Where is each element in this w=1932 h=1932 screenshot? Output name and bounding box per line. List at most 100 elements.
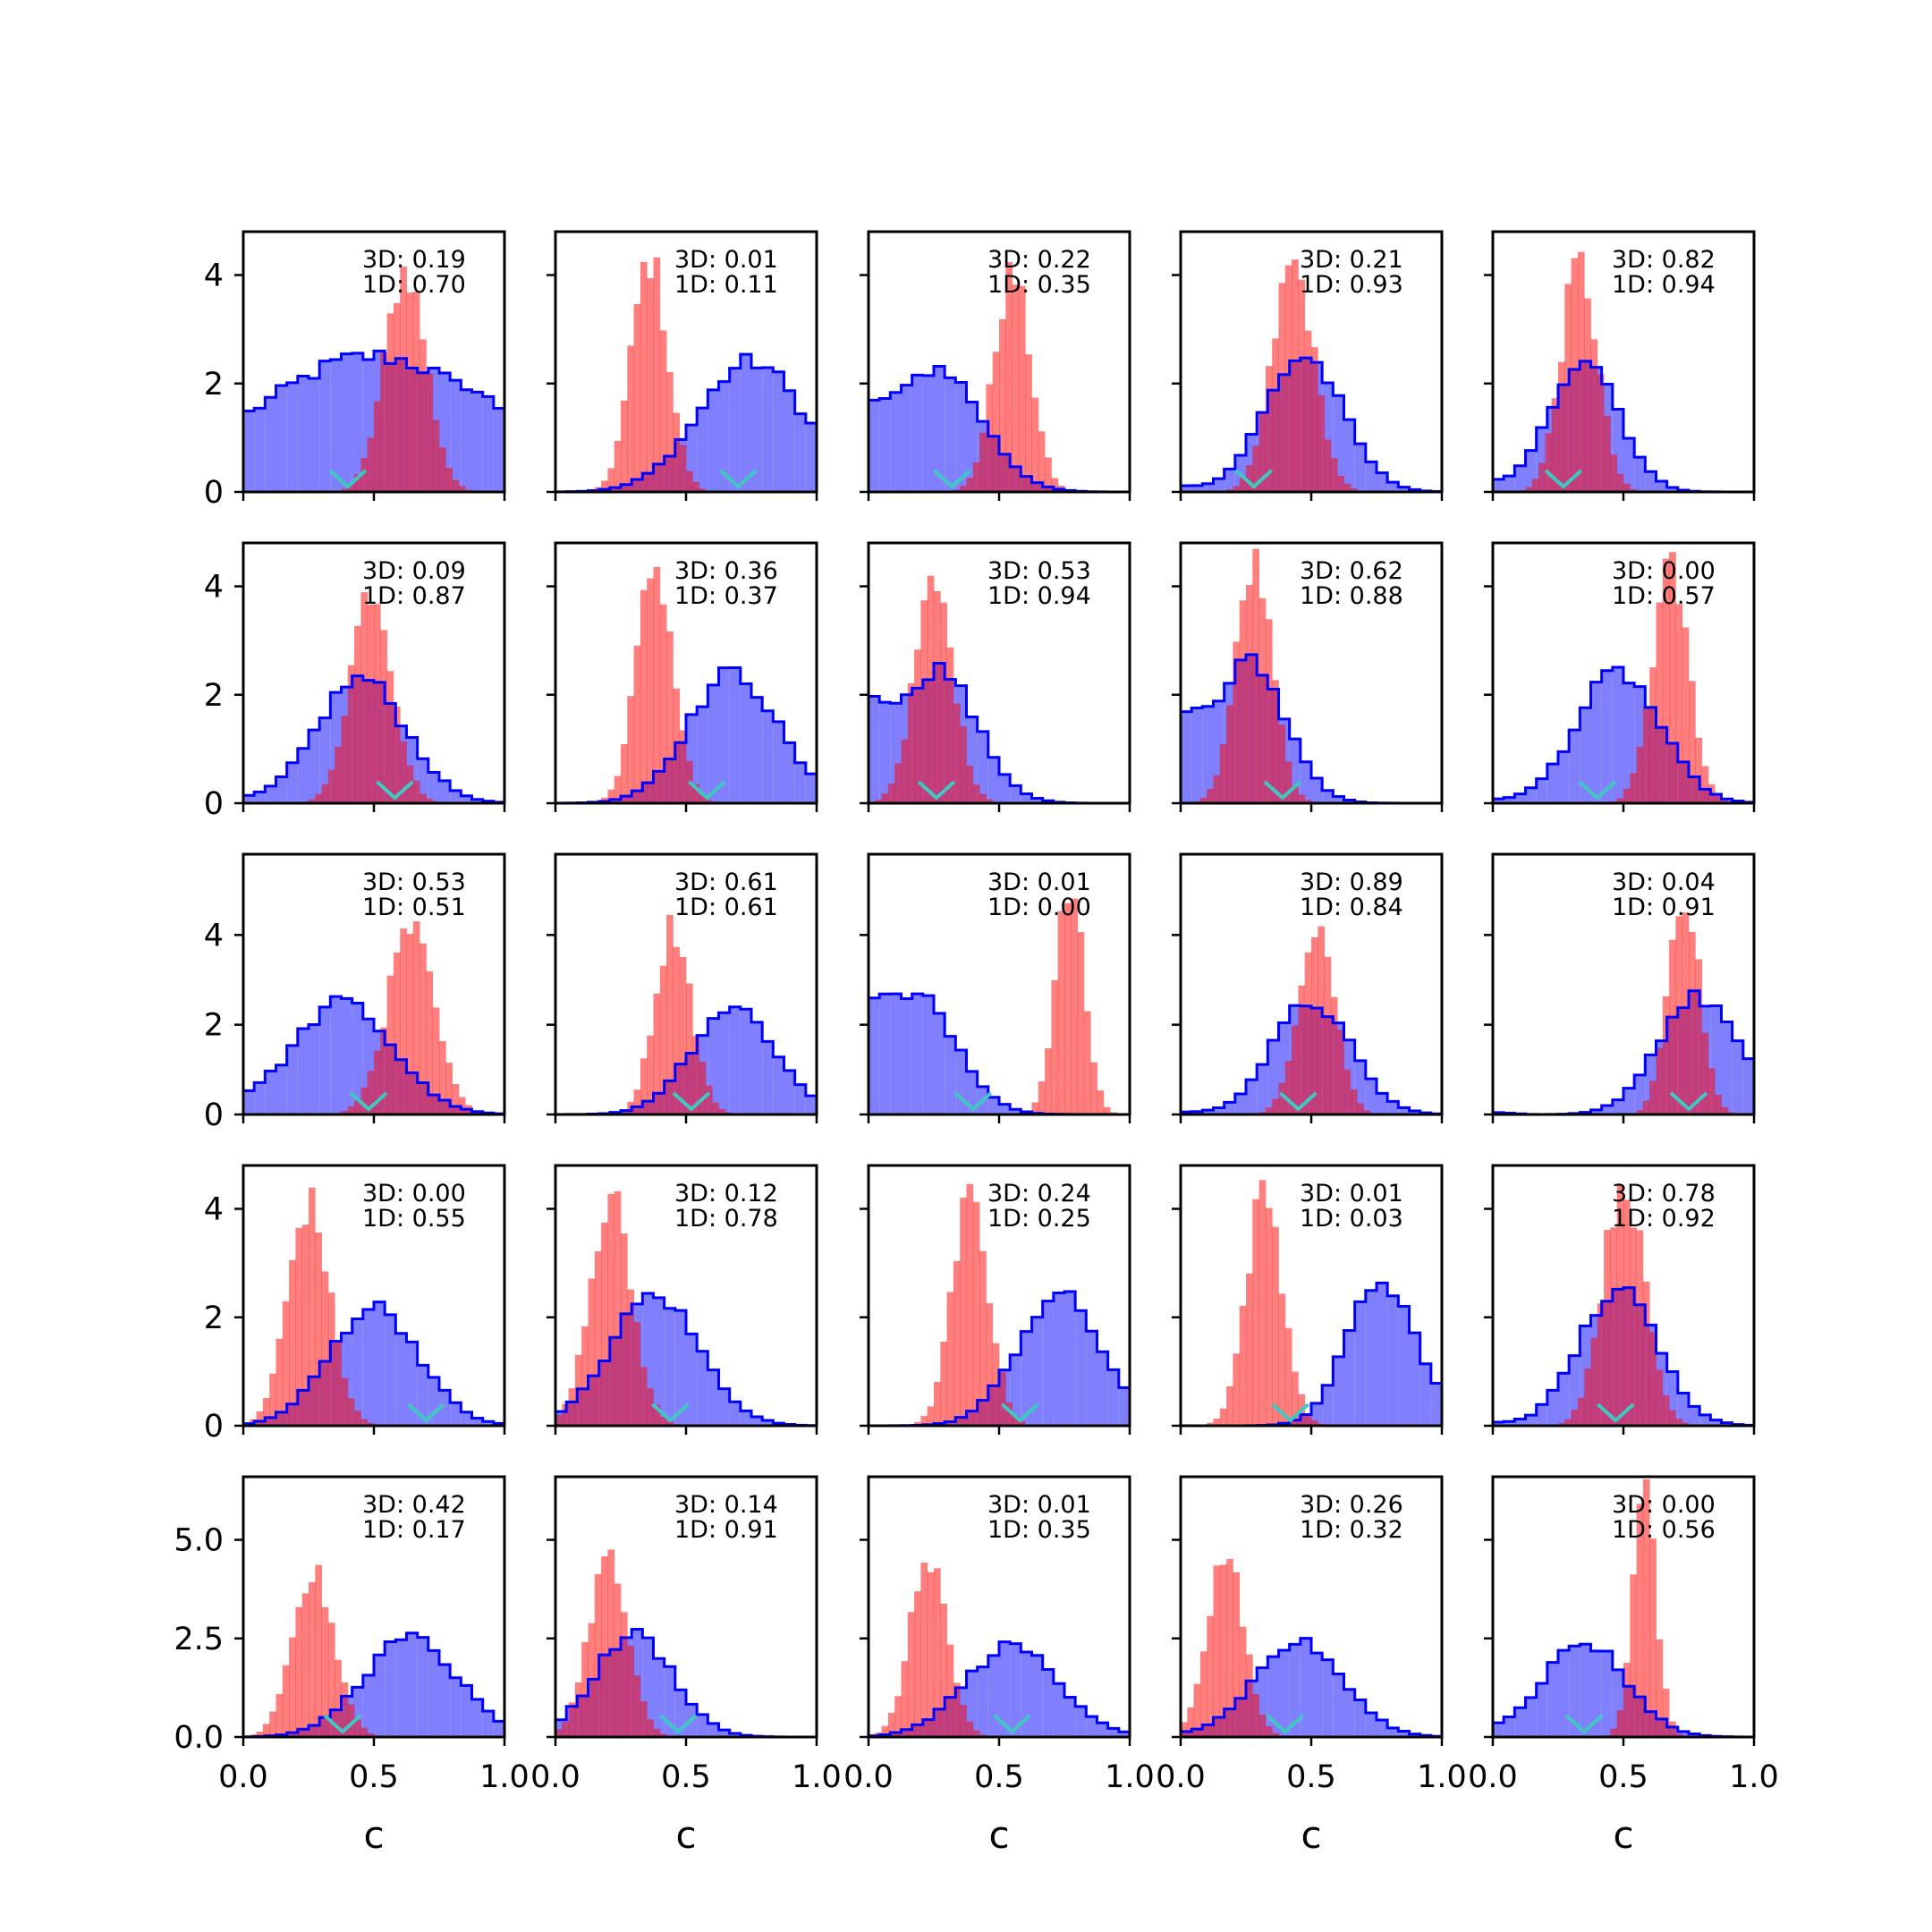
blue-hist-outline [1491,665,1756,804]
y-tick-label: 0 [204,786,224,822]
blue-hist-outline [1491,1286,1756,1427]
annotation-1d: 1D: 0.70 [362,271,466,299]
red-hist-bar [946,647,954,803]
blue-hist-bar [1224,469,1235,492]
red-hist-bar [1265,1208,1273,1426]
blue-hist-bar [1430,1383,1442,1426]
blue-hist-bar [708,389,719,492]
red-hist-bar [934,1568,941,1737]
red-hist-bar [1298,279,1306,492]
blue-hist-bar [718,1013,730,1114]
blue-hist-bar [1409,1333,1420,1426]
y-tick-label: 2 [204,678,224,714]
blue-hist-bar [1042,1301,1054,1426]
red-hist-bar [1071,898,1078,1114]
blue-hist-bar [977,1666,988,1737]
red-hist-bar [1636,1504,1644,1737]
blue-hist-bar [740,1009,751,1114]
blue-hist-bar [945,1036,956,1114]
blue-hist-bar [482,1421,494,1426]
red-hist-bar [647,278,654,492]
red-hist-bar [1662,996,1670,1114]
red-hist-bar [1226,1385,1233,1426]
blue-hist-bar [1398,1731,1410,1737]
blue-hist-bar [297,748,309,803]
blue-hist-bar [309,1024,320,1114]
red-hist-bar [360,1087,369,1114]
red-hist-bar [621,400,628,492]
red-hist-bar [1623,788,1631,803]
blue-hist-bar [254,792,266,803]
red-hist-bar [1610,454,1618,492]
blue-hist-bar [1546,1390,1558,1426]
red-hist-bar [1064,902,1072,1114]
red-hist-bar [341,488,349,492]
red-hist-bar [1675,1733,1683,1737]
red-hist-bar [452,1084,460,1114]
blue-hist-bar [1354,1060,1366,1114]
annotation-1d: 1D: 0.56 [1612,1516,1716,1544]
blue-hist-bar [471,392,483,492]
annotation-1d: 1D: 0.94 [1612,271,1716,299]
red-hist-bar [1265,1107,1273,1114]
red-hist-bar [692,481,699,492]
true-value-marker [719,469,758,489]
annotation-1d: 1D: 0.55 [362,1205,466,1233]
red-hist-bar [614,775,622,803]
red-hist-bar [256,1411,264,1426]
red-hist-bar [588,1278,596,1426]
red-hist-bar [1090,1062,1097,1114]
true-value-marker [1263,780,1302,801]
blue-hist-bar [471,1699,483,1737]
blue-hist-bar [729,667,741,803]
blue-hist-bar [653,1658,665,1737]
red-hist-bar [1649,667,1657,803]
red-hist-bar [1656,1369,1664,1426]
red-hist-bar [607,468,615,492]
red-hist-bar [341,1377,349,1426]
red-hist-bar [439,447,446,492]
y-tick-label: 0 [204,1097,224,1133]
annotation-3d: 3D: 0.82 [1612,246,1716,274]
annotation-1d: 1D: 0.94 [987,582,1091,610]
blue-hist-bar [718,381,730,492]
blue-hist-bar [1021,793,1032,803]
red-hist-bar [692,1036,699,1114]
red-hist-bar [953,1682,961,1737]
red-hist-bar [607,789,615,803]
red-hist-bar [269,1373,276,1426]
blue-hist-bar [286,762,298,803]
blue-hist-bar [395,1333,407,1426]
blue-hist-bar [1525,1415,1537,1426]
blue-hist-bar [1590,1109,1602,1114]
red-hist-bar [1551,398,1559,492]
blue-hist-bar [1387,482,1399,492]
red-hist-bar [1682,1422,1690,1426]
red-hist-bar [647,1035,654,1114]
annotation-3d: 3D: 0.14 [674,1491,778,1519]
red-hist-bar [367,1733,375,1737]
red-hist-bar [1630,1574,1637,1737]
blue-hist-bar [352,1318,363,1426]
red-hist-bar [666,372,674,492]
blue-hist-bar [1601,1105,1613,1114]
red-hist-bar [354,1411,361,1426]
red-hist-bar [374,1050,381,1114]
blue-hist-bar [1689,1733,1700,1737]
red-hist-bar [393,952,401,1114]
red-hist-bar [1363,1110,1371,1114]
red-hist-bar [1292,1025,1299,1114]
red-hist-bar [1590,1337,1598,1426]
red-hist-bar [354,1100,361,1114]
blue-hist-bar [805,1096,817,1114]
red-hist-bar [426,373,434,492]
red-hist-bar [992,352,1000,492]
blue-hist-bar [1322,1659,1334,1737]
red-hist-bar [374,604,381,803]
red-hist-bar [1616,798,1624,803]
red-hist-bar [1662,1688,1670,1737]
